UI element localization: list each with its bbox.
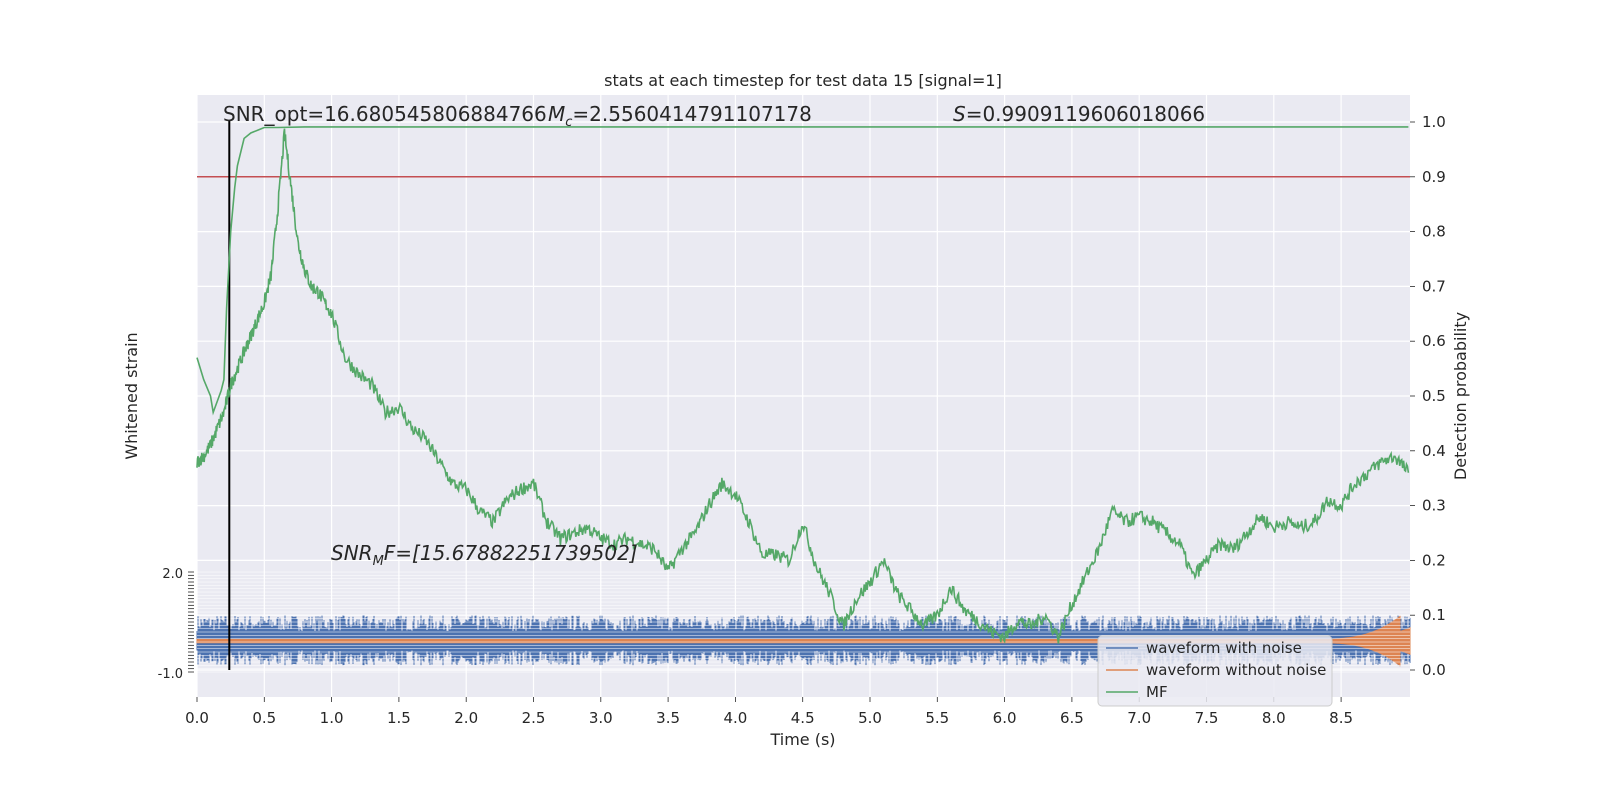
y-tick-label: 0.5 <box>1422 387 1446 405</box>
y-tick-label: 0.0 <box>1422 661 1446 679</box>
y-tick-label: 0.9 <box>1422 168 1446 186</box>
y-tick-label: 0.1 <box>1422 606 1446 624</box>
y-tick-label: 0.4 <box>1422 442 1446 460</box>
x-tick-label: 8.5 <box>1329 709 1353 727</box>
left-axis-label: Whitened strain <box>122 332 141 459</box>
right-axis-ticks: 0.0 0.1 0.2 0.3 0.4 0.5 0.6 0.7 0.8 0.9 1.0 <box>1410 113 1446 679</box>
y-tick-label: 1.0 <box>1422 113 1446 131</box>
chart-title: stats at each timestep for test data 15 … <box>604 71 1002 90</box>
mc-annotation: Mc=2.5560414791107178 <box>548 102 812 130</box>
snr-mf-annotation: SNRMF=[15.67882251739502] <box>331 541 638 569</box>
x-tick-label: 1.0 <box>320 709 344 727</box>
right-axis-label: Detection probability <box>1451 312 1470 480</box>
legend-box <box>1097 635 1333 707</box>
y-tick-label: 0.8 <box>1422 223 1446 241</box>
x-tick-label: 7.0 <box>1127 709 1151 727</box>
lines-layer <box>196 121 1410 670</box>
mc-subscript: c <box>565 115 572 130</box>
x-tick-label: 8.0 <box>1262 709 1286 727</box>
legend: waveform with noise waveform without noi… <box>1097 635 1333 707</box>
s-value: =0.9909119606018066 <box>966 102 1205 126</box>
snrmf-value: F=[15.67882251739502] <box>384 541 638 565</box>
x-tick-label: 0.0 <box>185 709 209 727</box>
s-annotation: S=0.9909119606018066 <box>953 102 1205 126</box>
x-tick-label: 4.5 <box>791 709 815 727</box>
snrmf-subscript: M <box>373 554 384 569</box>
y-tick-label: 0.3 <box>1422 497 1446 515</box>
legend-entry-clean: waveform without noise <box>1146 661 1326 679</box>
x-tick-label: 5.0 <box>858 709 882 727</box>
x-tick-label: 5.5 <box>925 709 949 727</box>
x-tick-label: 1.5 <box>387 709 411 727</box>
x-tick-label: 6.5 <box>1060 709 1084 727</box>
x-tick-label: 2.5 <box>522 709 546 727</box>
x-tick-label: 6.0 <box>993 709 1017 727</box>
x-axis-ticks: 0.0 0.5 1.0 1.5 2.0 2.5 3.0 3.5 4.0 4.5 5.0 5.5 6.0 6… <box>185 697 1353 727</box>
legend-entry-noise: waveform with noise <box>1146 639 1302 657</box>
x-axis-label: Time (s) <box>769 730 835 749</box>
y-tick-label: 0.6 <box>1422 332 1446 350</box>
x-tick-label: 2.0 <box>454 709 478 727</box>
y-tick-label: 0.7 <box>1422 277 1446 295</box>
series-line-mf <box>196 128 1410 644</box>
left-tick-label-bottom: -1.0 <box>158 667 183 682</box>
series-line-detection-probability <box>196 126 1409 416</box>
mc-value: =2.5560414791107178 <box>572 102 811 126</box>
s-symbol: S <box>953 102 966 126</box>
x-tick-label: 0.5 <box>252 709 276 727</box>
x-tick-label: 4.0 <box>723 709 747 727</box>
x-tick-label: 3.0 <box>589 709 613 727</box>
snrmf-symbol: SNR <box>331 541 373 565</box>
snr-opt-annotation: SNR_opt=16.680545806884766 <box>223 102 547 126</box>
left-tick-label-top: 2.0 <box>162 567 183 582</box>
x-tick-label: 7.5 <box>1195 709 1219 727</box>
mc-symbol: M <box>548 102 565 126</box>
y-tick-label: 0.2 <box>1422 551 1446 569</box>
x-tick-label: 3.5 <box>656 709 680 727</box>
legend-entry-mf: MF <box>1146 683 1168 701</box>
